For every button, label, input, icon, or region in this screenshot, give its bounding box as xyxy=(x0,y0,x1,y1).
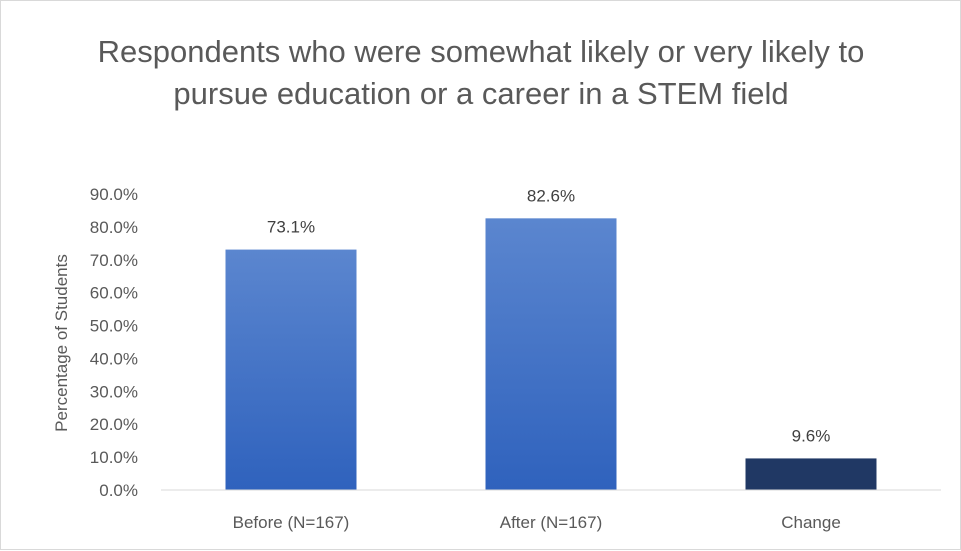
x-tick-label: After (N=167) xyxy=(500,513,603,532)
data-label: 73.1% xyxy=(267,218,315,237)
y-tick-label: 20.0% xyxy=(90,415,138,434)
data-label: 9.6% xyxy=(792,426,831,445)
bar-change xyxy=(745,458,877,490)
y-tick-label: 50.0% xyxy=(90,317,138,336)
data-label: 82.6% xyxy=(527,186,575,205)
y-tick-label: 70.0% xyxy=(90,251,138,270)
y-tick-label: 90.0% xyxy=(90,185,138,204)
bar-after xyxy=(485,218,617,491)
y-tick-label: 0.0% xyxy=(99,481,138,500)
x-tick-label: Change xyxy=(781,513,841,532)
y-axis-label: Percentage of Students xyxy=(52,254,71,432)
y-tick-label: 80.0% xyxy=(90,218,138,237)
chart-title: Respondents who were somewhat likely or … xyxy=(97,34,865,111)
y-tick-label: 40.0% xyxy=(90,349,138,368)
y-tick-label: 10.0% xyxy=(90,448,138,467)
y-tick-label: 60.0% xyxy=(90,284,138,303)
y-tick-label: 30.0% xyxy=(90,382,138,401)
bar-before xyxy=(225,249,357,490)
x-tick-label: Before (N=167) xyxy=(233,513,350,532)
